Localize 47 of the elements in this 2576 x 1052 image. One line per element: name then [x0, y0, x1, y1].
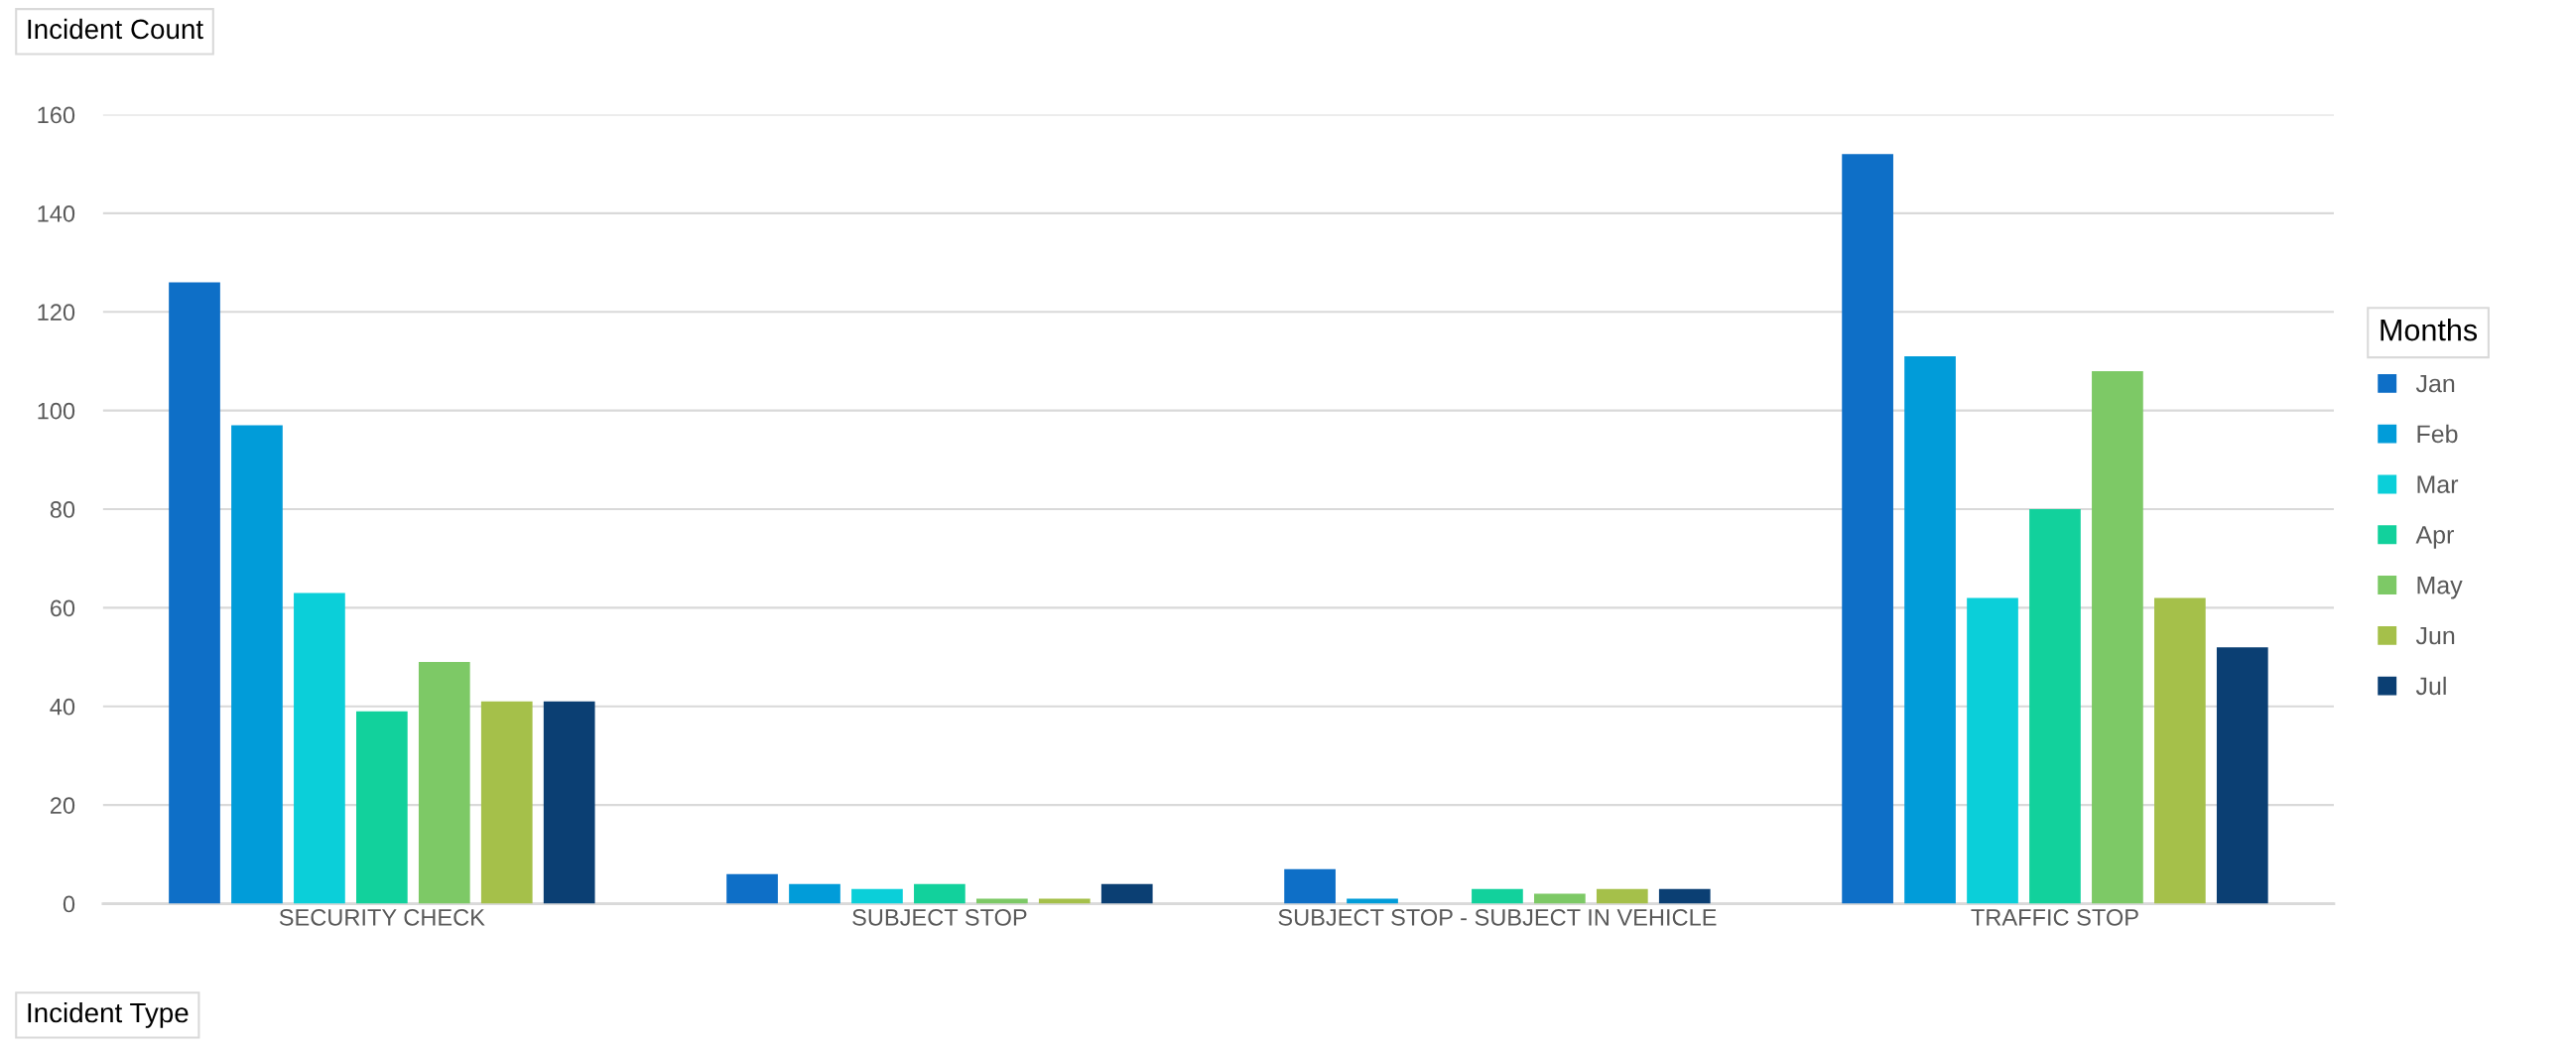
legend-label: Jun	[2415, 626, 2455, 645]
bar	[2154, 597, 2206, 904]
x-tick-label: SUBJECT STOP	[852, 909, 1027, 926]
bar	[1534, 893, 1586, 904]
bar	[294, 592, 345, 904]
legend-label: Jan	[2415, 374, 2455, 393]
bar	[1967, 597, 2018, 904]
y-tick-label: 100	[38, 402, 75, 420]
bar	[2029, 509, 2081, 904]
y-tick-label: 80	[50, 501, 75, 518]
bar	[1284, 868, 1336, 904]
bar	[1658, 888, 1711, 904]
legend-label: Feb	[2417, 424, 2458, 444]
y-tick-label: 20	[50, 797, 75, 814]
bar	[543, 701, 595, 904]
bar	[2216, 647, 2268, 904]
y-tick-label: 0	[63, 895, 75, 913]
y-axis-title: Incident Count	[28, 18, 203, 40]
bar	[356, 711, 408, 904]
bar	[914, 883, 966, 904]
x-tick-label: TRAFFIC STOP	[1971, 909, 2138, 926]
bar	[1842, 154, 1893, 904]
bar	[231, 425, 283, 904]
legend-label: May	[2417, 577, 2463, 599]
bar	[1100, 883, 1153, 904]
bar	[851, 888, 903, 904]
legend-title: Months	[2381, 318, 2478, 341]
y-tick-label: 120	[38, 304, 75, 322]
bar	[480, 701, 533, 904]
y-tick-label: 40	[50, 698, 75, 716]
x-tick-label: SUBJECT STOP - SUBJECT IN VEHICLE	[1278, 909, 1717, 926]
legend-label: Mar	[2417, 475, 2459, 493]
bar	[2092, 370, 2143, 904]
bar	[726, 873, 778, 904]
legend-label: Jul	[2415, 676, 2446, 696]
bar	[1472, 888, 1523, 904]
bar	[418, 662, 470, 904]
bar	[1904, 356, 1956, 904]
bar	[169, 282, 220, 904]
y-tick-label: 60	[51, 599, 75, 617]
y-tick-label: 140	[38, 204, 75, 222]
legend-label: Apr	[2415, 526, 2454, 549]
x-tick-label: SECURITY CHECK	[279, 909, 485, 926]
x-axis-title: Incident Type	[28, 1001, 189, 1028]
bar	[789, 883, 840, 904]
bar	[1596, 888, 1648, 904]
y-tick-label: 160	[38, 106, 75, 124]
